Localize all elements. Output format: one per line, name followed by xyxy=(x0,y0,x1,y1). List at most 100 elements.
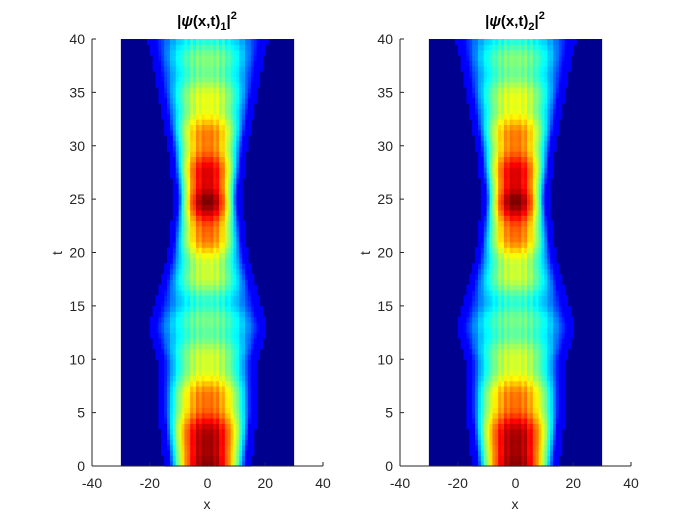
heatmap-cell xyxy=(472,327,476,334)
heatmap-cell xyxy=(521,439,525,446)
heatmap-cell xyxy=(498,92,502,99)
heatmap-cell xyxy=(224,81,229,88)
heatmap-cell xyxy=(201,177,206,184)
heatmap-cell xyxy=(532,145,537,152)
heatmap-cell xyxy=(495,209,499,216)
heatmap-cell xyxy=(483,247,488,254)
heatmap-cell xyxy=(193,183,197,190)
heatmap-cell xyxy=(527,273,531,280)
heatmap-cell xyxy=(501,135,505,142)
heatmap-cell xyxy=(201,444,206,451)
heatmap-cell xyxy=(509,140,514,147)
heatmap-cell xyxy=(227,252,232,259)
heatmap-cell xyxy=(558,428,563,435)
heatmap-cell xyxy=(492,156,496,163)
heatmap-cell xyxy=(230,353,235,360)
heatmap-cell xyxy=(529,60,534,67)
heatmap-cell xyxy=(550,359,554,366)
heatmap-cell xyxy=(547,375,551,382)
heatmap-cell xyxy=(480,103,485,109)
heatmap-cell xyxy=(195,449,200,456)
heatmap-cell xyxy=(495,364,499,371)
heatmap-cell xyxy=(236,103,240,109)
heatmap-cell xyxy=(518,364,522,371)
heatmap-cell xyxy=(506,65,511,72)
heatmap-cell xyxy=(201,65,206,72)
heatmap-cell xyxy=(213,252,217,259)
heatmap-cell xyxy=(518,188,522,195)
heatmap-cell xyxy=(155,332,160,339)
heatmap-cell xyxy=(518,140,522,147)
heatmap-cell xyxy=(521,289,525,296)
heatmap-cell xyxy=(498,225,502,232)
heatmap-cell xyxy=(195,460,200,467)
heatmap-cell xyxy=(483,204,488,211)
heatmap-cell xyxy=(221,65,226,72)
heatmap-cell xyxy=(219,428,223,435)
heatmap-cell xyxy=(221,156,226,163)
heatmap-cell xyxy=(236,364,240,371)
heatmap-cell xyxy=(250,412,255,419)
heatmap-cell xyxy=(527,172,531,179)
heatmap-cell xyxy=(489,385,493,392)
heatmap-cell xyxy=(172,305,177,312)
heatmap-cell xyxy=(193,305,197,312)
heatmap-cell xyxy=(227,412,232,419)
heatmap-cell xyxy=(518,423,522,430)
heatmap-cell xyxy=(178,257,183,264)
heatmap-cell xyxy=(483,97,488,104)
heatmap-cell xyxy=(550,380,554,387)
heatmap-cell xyxy=(506,364,511,371)
heatmap-cell xyxy=(187,103,191,109)
heatmap-cell xyxy=(204,407,209,414)
heatmap-cell xyxy=(195,327,200,334)
heatmap-cell xyxy=(221,268,226,275)
heatmap-cell xyxy=(480,423,485,430)
heatmap-cell xyxy=(242,385,246,392)
heatmap-cell xyxy=(253,337,258,344)
heatmap-cell xyxy=(518,215,522,222)
heatmap-cell xyxy=(210,81,214,88)
heatmap-cell xyxy=(181,199,185,206)
heatmap-cell xyxy=(204,300,209,307)
heatmap-cell xyxy=(190,177,194,184)
heatmap-cell xyxy=(512,145,517,152)
heatmap-cell xyxy=(187,428,191,435)
heatmap-cell xyxy=(178,60,183,67)
heatmap-cell xyxy=(486,433,491,440)
heatmap-cell xyxy=(236,204,240,211)
heatmap-cell xyxy=(210,273,214,280)
heatmap-cell xyxy=(227,289,232,296)
heatmap-cell xyxy=(167,289,171,296)
heatmap-cell xyxy=(204,183,209,190)
heatmap-cell xyxy=(524,124,528,131)
heatmap-cell xyxy=(518,119,522,125)
heatmap-cell xyxy=(498,439,502,446)
heatmap-cell xyxy=(503,444,508,451)
heatmap-cell xyxy=(489,193,493,200)
heatmap-cell xyxy=(469,433,473,440)
heatmap-cell xyxy=(187,327,191,334)
heatmap-cell xyxy=(227,444,232,451)
heatmap-cell xyxy=(178,444,183,451)
heatmap-cell xyxy=(213,263,217,270)
heatmap-cell xyxy=(506,305,511,312)
heatmap-cell xyxy=(495,204,499,211)
heatmap-cell xyxy=(492,449,496,456)
heatmap-cell xyxy=(489,321,493,328)
heatmap-cell xyxy=(524,76,528,83)
heatmap-cell xyxy=(498,65,502,72)
heatmap-cell xyxy=(475,337,479,344)
heatmap-cell xyxy=(190,65,194,72)
heatmap-cell xyxy=(475,92,479,99)
heatmap-cell xyxy=(506,167,511,174)
heatmap-cell xyxy=(230,257,235,264)
heatmap-cell xyxy=(167,380,171,387)
heatmap-cell xyxy=(178,433,183,440)
heatmap-cell xyxy=(172,97,177,104)
heatmap-cell xyxy=(204,321,209,328)
heatmap-cell xyxy=(181,279,185,286)
heatmap-cell xyxy=(236,97,240,104)
heatmap-cell xyxy=(184,49,188,56)
heatmap-cell xyxy=(247,295,252,302)
